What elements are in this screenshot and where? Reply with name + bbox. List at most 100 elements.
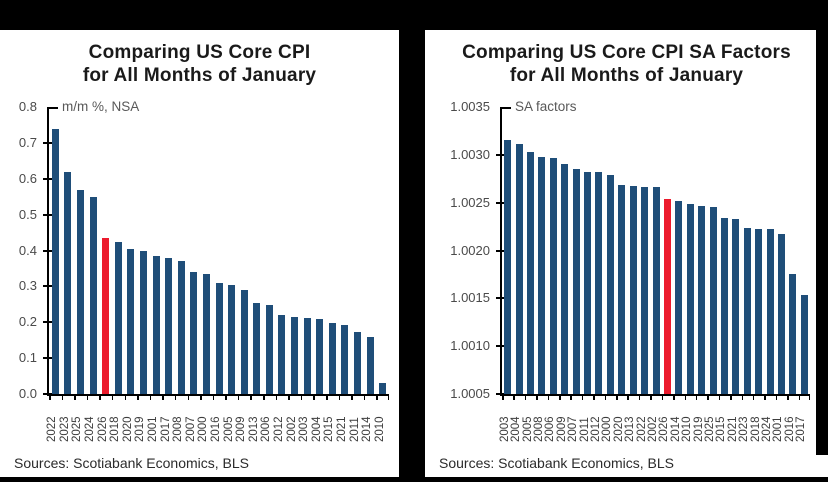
- x-tick: [288, 394, 290, 400]
- x-tick: [741, 394, 744, 400]
- x-tick: [547, 394, 550, 400]
- x-tick: [313, 394, 315, 400]
- x-tick: [49, 394, 51, 400]
- x-tick: [275, 394, 278, 400]
- bar-2009: [561, 164, 569, 394]
- y-tick: [43, 357, 54, 360]
- bar-2004: [515, 144, 523, 394]
- x-tick: [798, 394, 801, 400]
- x-tick: [111, 394, 114, 400]
- y-tick-label: 1.0035: [450, 99, 490, 114]
- x-tick: [86, 394, 89, 400]
- bar-2012: [278, 315, 286, 394]
- bar-2015: [328, 323, 336, 394]
- y-tick: [496, 153, 507, 156]
- x-tick: [638, 394, 641, 400]
- x-tick: [570, 394, 572, 400]
- y-axis-labels: 0.8 0.7 0.6 0.5 0.4 0.3 0.2 0.1 0.0: [0, 99, 47, 401]
- y-tick: [496, 393, 507, 395]
- bar-2002: [291, 317, 299, 394]
- chart-panel-cpi-nsa: Comparing US Core CPI for All Months of …: [0, 30, 399, 477]
- y-tick-label: 0.1: [18, 350, 37, 366]
- y-tick-label: 0.2: [18, 314, 37, 330]
- y-tick-label: 0.0: [18, 386, 37, 401]
- y-axis-labels: 1.0035 1.0030 1.0025 1.0020 1.0015 1.0010 1.00…: [425, 99, 500, 401]
- bar-2013: [629, 186, 637, 394]
- x-tick: [581, 394, 584, 400]
- x-tick: [200, 394, 202, 400]
- y-tick-label: 1.0010: [450, 338, 490, 354]
- bar-2015: [720, 217, 728, 394]
- plot-1: SA factors: [496, 99, 810, 400]
- right-edge-strip: [816, 30, 828, 455]
- bar-2011: [354, 331, 362, 394]
- bar-2019: [698, 205, 706, 394]
- x-tick: [237, 394, 240, 400]
- bar-2016: [789, 274, 797, 394]
- x-tick: [326, 394, 328, 400]
- bar-2017: [800, 295, 808, 394]
- y-tick-label: 0.4: [18, 242, 37, 258]
- bar-2019: [139, 250, 147, 394]
- x-tick: [718, 394, 721, 400]
- bar-2003: [303, 318, 311, 394]
- bar-2018: [114, 241, 122, 394]
- y-tick: [496, 249, 507, 252]
- y-axis-note: SA factors: [515, 99, 577, 114]
- chart-title-line1: Comparing US Core CPI SA Factors: [462, 42, 791, 63]
- chart-title-line1: Comparing US Core CPI: [88, 42, 311, 63]
- x-tick: [775, 394, 778, 400]
- x-tick: [338, 394, 341, 400]
- bar-2022: [51, 128, 59, 394]
- y-tick-label: 1.0020: [450, 242, 490, 258]
- bar-2016: [215, 282, 223, 394]
- x-tick: [650, 394, 652, 400]
- y-tick-label: 0.3: [18, 278, 37, 294]
- x-tick: [695, 394, 698, 400]
- bar-2010: [379, 382, 387, 394]
- y-axis-top-tick: [47, 107, 58, 109]
- y-tick: [496, 345, 507, 348]
- x-tick: [616, 394, 618, 400]
- x-tick: [627, 394, 629, 400]
- x-tick-label: 2010: [373, 416, 386, 442]
- bar-2013: [253, 303, 261, 394]
- y-tick: [43, 393, 54, 395]
- x-tick-label: 2017: [795, 416, 808, 442]
- bar-2006: [549, 157, 557, 394]
- bottom-strip: [0, 477, 828, 482]
- x-tick: [673, 394, 675, 400]
- x-tick: [524, 394, 527, 400]
- y-tick: [43, 285, 54, 288]
- bar-2008: [177, 261, 185, 394]
- x-tick: [730, 394, 732, 400]
- bar-2018: [755, 229, 763, 394]
- x-tick-label: 2016: [210, 416, 222, 442]
- y-tick-label: 0.7: [18, 134, 37, 150]
- bar-2007: [572, 169, 580, 394]
- x-axis-labels: 2022 2023 2025 2024 2026 2018 2020 2019 2001 2017…: [46, 400, 387, 450]
- bar-2003: [504, 140, 512, 394]
- x-tick: [752, 394, 755, 400]
- bar-2014: [366, 337, 374, 394]
- x-tick-label: 2001: [147, 416, 160, 442]
- y-axis-note: m/m %, NSA: [62, 99, 140, 114]
- y-tick: [496, 201, 507, 204]
- x-tick-label: 2012: [272, 416, 285, 442]
- chart-title-line2: for All Months of January: [82, 65, 317, 86]
- y-tick: [43, 141, 54, 144]
- x-tick: [764, 394, 766, 400]
- x-tick: [387, 394, 389, 400]
- y-tick-label: 1.0030: [450, 146, 490, 162]
- y-tick-label: 0.6: [18, 170, 37, 186]
- x-tick-label: 2024: [84, 416, 97, 442]
- bar-2012: [595, 172, 603, 394]
- x-axis-labels: 2003 2004 2005 2008 2006 2009 2007 2011 2012 2000…: [499, 400, 808, 450]
- x-tick: [263, 394, 265, 400]
- x-tick: [124, 394, 127, 400]
- x-tick: [363, 394, 366, 400]
- y-tick: [43, 177, 54, 180]
- bar-2021: [732, 218, 740, 394]
- y-tick: [43, 249, 54, 252]
- bar-2005: [527, 151, 535, 394]
